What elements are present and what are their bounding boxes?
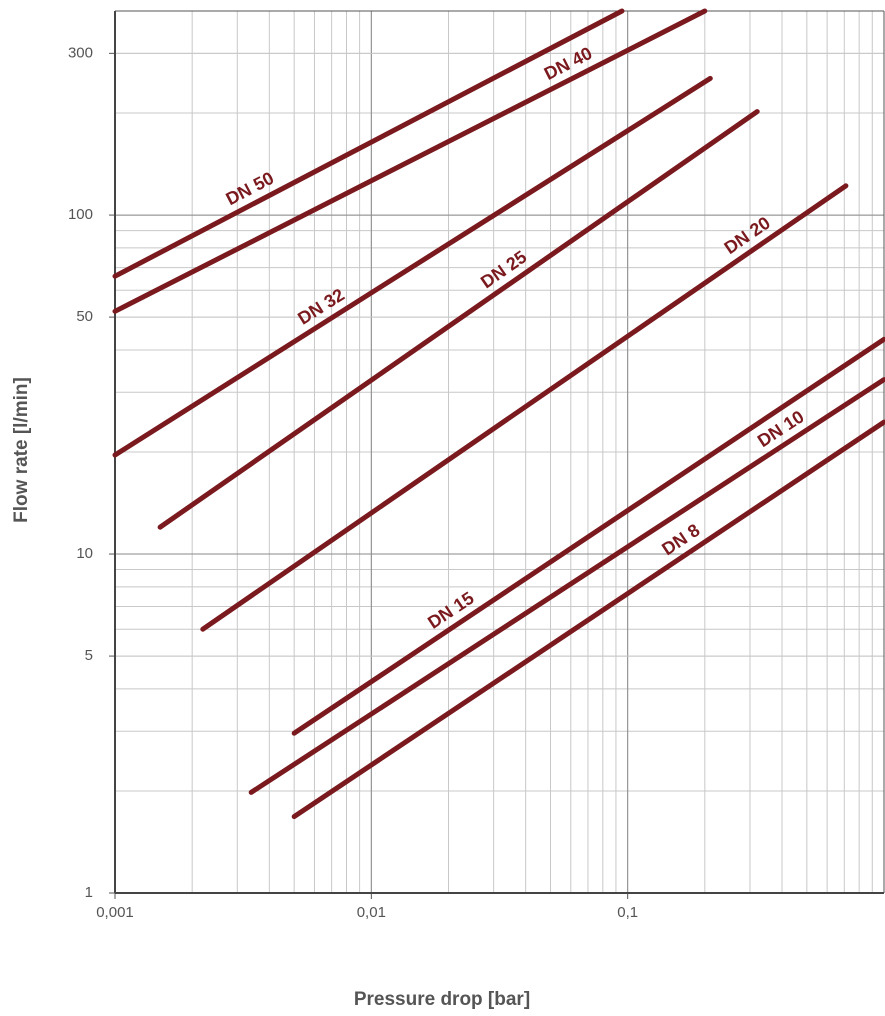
y-tick-label: 10 <box>76 545 93 562</box>
y-tick-label: 100 <box>68 206 93 223</box>
series-line <box>291 419 885 820</box>
y-tick-label: 5 <box>85 647 93 664</box>
x-axis-title: Pressure drop [bar] <box>354 989 530 1010</box>
y-tick-label: 300 <box>68 44 93 61</box>
series-line <box>112 75 713 458</box>
series-line <box>200 183 849 632</box>
series-line <box>112 8 625 279</box>
series-line <box>248 377 885 795</box>
series-line <box>112 8 708 314</box>
y-tick-label: 50 <box>76 308 93 325</box>
series-line <box>291 336 885 736</box>
x-tick-label: 0,01 <box>357 904 386 921</box>
y-axis-title: Flow rate [l/min] <box>11 377 32 523</box>
x-tick-label: 0,1 <box>617 904 638 921</box>
y-tick-label: 1 <box>85 884 93 901</box>
series-label: DN 8 <box>658 520 703 559</box>
series-line <box>157 109 760 530</box>
x-tick-label: 0,001 <box>96 904 134 921</box>
